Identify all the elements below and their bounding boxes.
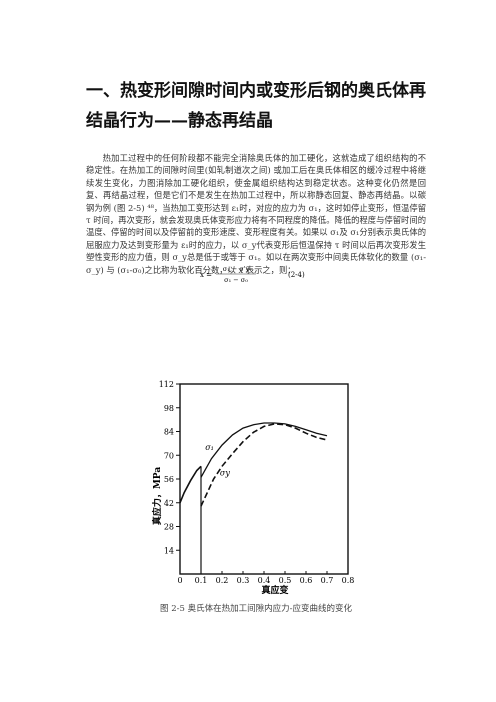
series-line-2	[200, 423, 328, 507]
formula-lhs: x =	[200, 271, 212, 279]
figure-caption: 图 2-5 奥氏体在热加工间隙内应力-应变曲线的变化	[160, 604, 352, 614]
x-tick-label: 0.3	[237, 576, 250, 585]
series-label-sigma1: σ₁	[205, 443, 214, 452]
y-axis-label: 真应力，MPa	[151, 467, 163, 525]
y-tick-label: 112	[159, 380, 174, 389]
formula-number: (2-4)	[288, 271, 305, 279]
x-axis-label: 真应变	[261, 584, 288, 596]
softening-formula: x = σ₁ − σ'y σ₁ − σ₀ (2-4)	[200, 265, 305, 284]
y-tick-label: 14	[164, 546, 174, 555]
formula-denominator: σ₁ − σ₀	[224, 276, 248, 284]
x-tick-label: 0	[177, 576, 182, 585]
x-tick-label: 0.1	[195, 576, 208, 585]
plot-frame	[179, 383, 349, 575]
body-paragraph: 热加工过程中的任何阶段都不能完全消除奥氏体的加工硬化，这就造成了组织结构的不稳定…	[86, 152, 426, 276]
series-line-1	[200, 422, 328, 478]
y-tick-label: 70	[164, 451, 174, 460]
paragraph-text: 热加工过程中的任何阶段都不能完全消除奥氏体的加工硬化，这就造成了组织结构的不稳定…	[86, 153, 426, 275]
series-line-0	[179, 465, 202, 504]
section-heading: 一、热变形间隙时间内或变形后钢的奥氏体再结晶行为——静态再结晶	[86, 81, 426, 131]
x-tick-label: 0.8	[342, 576, 355, 585]
x-tick-label: 0.6	[300, 576, 313, 585]
y-tick-label: 98	[164, 404, 174, 413]
y-tick-label: 84	[164, 428, 174, 437]
y-tick-label: 28	[164, 523, 174, 532]
x-tick-label: 0.7	[321, 576, 334, 585]
x-tick-label: 0.4	[258, 576, 271, 585]
curves: σ₁ σy	[179, 422, 328, 574]
x-tick-label: 0.5	[279, 576, 292, 585]
series-label-sigmay: σy	[220, 469, 230, 478]
y-tick-label: 56	[164, 475, 174, 484]
y-tick-label: 42	[164, 499, 174, 508]
axis-ticks: 14 28 42 56 70 84 98 112 0 0.1 0.2 0.3 0.4 0.5 0.6 0.7 0…	[159, 380, 355, 585]
formula-numerator: σ₁ − σ'y	[223, 265, 250, 273]
stress-strain-chart: 14 28 42 56 70 84 98 112 0 0.1 0.2 0.3 0.4 0.5 0.6 0.7 0…	[151, 380, 355, 596]
x-tick-label: 0.2	[216, 576, 229, 585]
